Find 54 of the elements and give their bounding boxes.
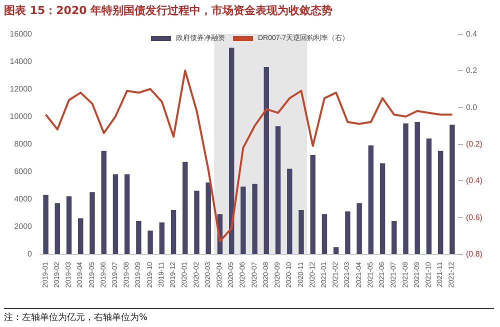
bar bbox=[392, 221, 397, 254]
bar bbox=[252, 184, 258, 254]
bar bbox=[438, 150, 444, 254]
bar bbox=[54, 203, 60, 254]
bar bbox=[322, 214, 328, 254]
bar bbox=[170, 210, 176, 254]
y-tick-label: 2000 bbox=[14, 222, 33, 231]
bar bbox=[194, 190, 200, 254]
y2-tick-label: 0.0 bbox=[466, 102, 478, 112]
bar bbox=[124, 174, 130, 254]
bar bbox=[298, 210, 304, 254]
bar bbox=[66, 196, 72, 254]
y2-tick-label: (0.6) bbox=[466, 212, 483, 222]
y2-tick-label: (0.8) bbox=[466, 250, 483, 258]
bar bbox=[240, 186, 246, 254]
bar bbox=[333, 247, 339, 254]
y-tick-label: 16000 bbox=[10, 30, 33, 38]
bar bbox=[159, 222, 165, 254]
bar bbox=[182, 162, 188, 254]
chart-title: 图表 15：2020 年特别国债发行过程中，市场资金表现为收敛态势 bbox=[4, 3, 333, 18]
bar bbox=[426, 138, 432, 254]
bar bbox=[345, 211, 350, 254]
bar bbox=[403, 123, 408, 254]
bar bbox=[450, 124, 455, 254]
bar bbox=[148, 230, 153, 254]
bar bbox=[310, 155, 316, 254]
bar bbox=[368, 145, 374, 254]
y2-tick-label: 0.4 bbox=[466, 30, 478, 38]
bar bbox=[228, 48, 234, 254]
y-tick-label: 14000 bbox=[10, 57, 33, 66]
y-tick-label: 6000 bbox=[14, 167, 33, 176]
bar bbox=[275, 126, 281, 254]
y2-tick-label: (0.2) bbox=[466, 140, 483, 148]
y-tick-label: 0 bbox=[28, 250, 33, 258]
bar bbox=[356, 203, 362, 254]
line-series bbox=[44, 70, 454, 242]
y-tick-label: 4000 bbox=[14, 194, 33, 204]
bar bbox=[43, 194, 48, 254]
bar bbox=[112, 174, 118, 254]
y-tick-label: 12000 bbox=[10, 84, 33, 94]
y2-tick-label: (0.4) bbox=[466, 176, 483, 186]
bar bbox=[206, 182, 211, 254]
text: 注：左轴单位为亿元，右轴单位为% bbox=[4, 308, 494, 324]
y-tick-label: 8000 bbox=[14, 140, 33, 148]
bar bbox=[264, 67, 270, 254]
bar bbox=[90, 192, 95, 254]
bar bbox=[78, 218, 84, 254]
bar bbox=[136, 221, 142, 254]
y2-tick-label: 0.2 bbox=[466, 66, 478, 76]
y-tick-label: 10000 bbox=[10, 112, 33, 121]
bar bbox=[414, 122, 420, 254]
bar bbox=[101, 150, 106, 254]
bar bbox=[380, 163, 386, 254]
bar bbox=[287, 168, 292, 254]
